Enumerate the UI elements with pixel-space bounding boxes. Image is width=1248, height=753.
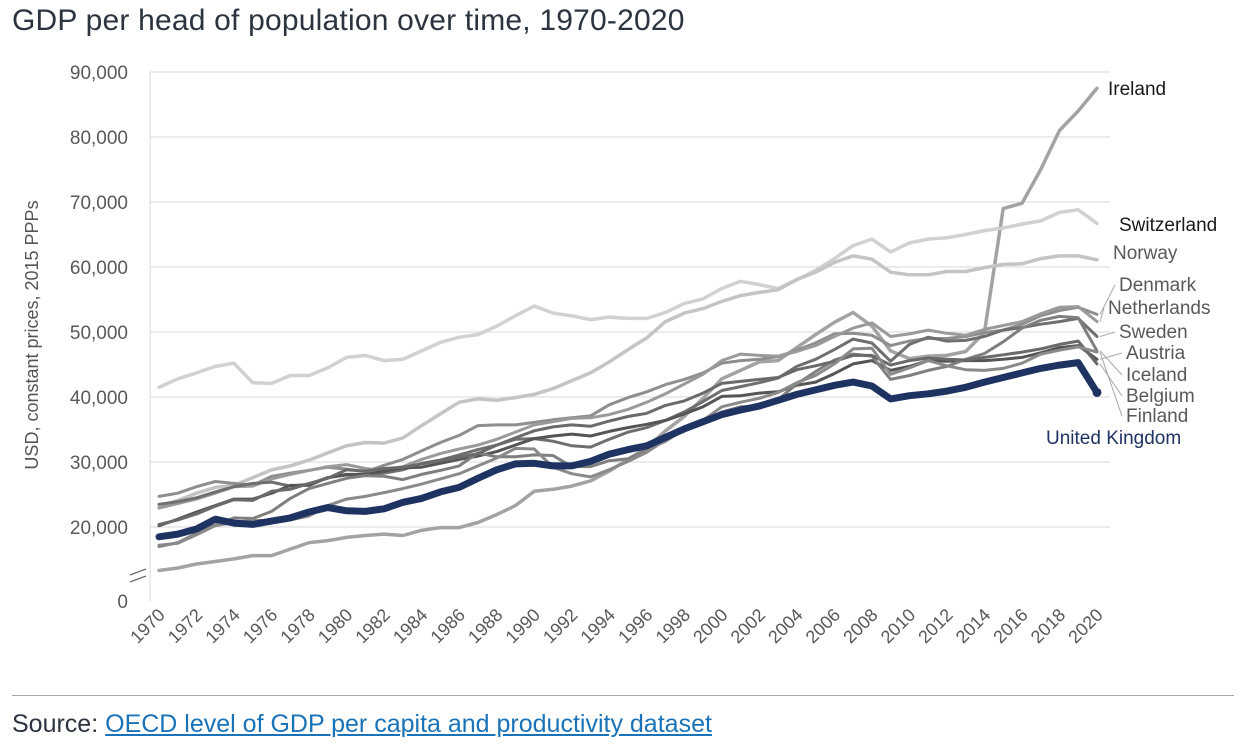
label-leader [1099,350,1123,376]
chart-title: GDP per head of population over time, 19… [12,4,685,37]
label-leader [1099,307,1105,322]
series-label-netherlands: Netherlands [1108,298,1210,319]
x-tick-label: 1986 [427,605,469,647]
x-tick-label: 1974 [201,605,243,647]
series-line-belgium [157,339,1099,526]
x-tick-label: 1996 [614,605,656,647]
axis-break-slash [129,568,147,576]
y-tick-label: 90,000 [70,63,128,84]
y-tick-label: 40,000 [70,388,128,409]
axis-break-marker [129,568,147,583]
x-tick-label: 1980 [314,605,356,647]
series-line-iceland [157,314,1099,548]
x-tick-label: 1998 [652,605,694,647]
x-tick-label: 1994 [577,605,619,647]
series-lines [155,86,1102,573]
series-line-norway [157,254,1099,509]
series-label-iceland: Iceland [1126,365,1187,386]
x-tick-label: 1978 [276,605,318,647]
x-tick-label: 1972 [164,605,206,647]
x-tick-label: 2016 [989,605,1031,647]
label-leader [1099,331,1116,338]
series-line-sweden [157,316,1099,506]
y-tick-label: 70,000 [70,193,128,214]
series-label-united-kingdom: United Kingdom [1046,428,1181,449]
x-tick-label: 2006 [802,605,844,647]
footer-divider [12,695,1234,696]
line-chart: 0 20,000 30,000 40,000 50,000 60,000 70,000 80,… [22,63,1217,647]
x-tick-label: 2012 [914,605,956,647]
series-line-switzerland [157,208,1099,390]
y-tick-label: 30,000 [70,453,128,474]
axis-break-slash [129,575,147,583]
series-label-ireland: Ireland [1108,79,1166,100]
label-leader [1099,363,1123,397]
series-label-belgium: Belgium [1126,386,1195,407]
y-axis-label: USD, constant prices, 2015 PPPs [22,200,42,469]
x-tick-label: 2002 [727,605,769,647]
series-label-finland: Finland [1126,406,1188,427]
series-label-austria: Austria [1126,343,1186,364]
x-tick-label: 2014 [952,605,994,647]
x-tick-label: 1984 [389,605,431,647]
series-label-norway: Norway [1113,243,1178,264]
x-tick-label: 1988 [464,605,506,647]
series-line-ireland [157,86,1099,573]
x-tick-label: 2010 [877,605,919,647]
x-tick-label: 1970 [126,605,168,647]
x-tick-label: 1976 [239,605,281,647]
series-label-switzerland: Switzerland [1119,215,1217,236]
x-tick-label: 2004 [764,605,806,647]
label-leader [1099,351,1123,417]
y-tick-label: 50,000 [70,323,128,344]
series-label-sweden: Sweden [1119,322,1188,343]
x-tick-label: 1992 [539,605,581,647]
y-tick-label: 80,000 [70,128,128,149]
x-tick-label: 2008 [839,605,881,647]
x-tick-label: 2020 [1064,605,1106,647]
label-leader-lines [1099,284,1123,417]
series-line-austria [157,344,1099,528]
source-note: Source: OECD level of GDP per capita and… [12,710,712,739]
x-tick-label: 2000 [689,605,731,647]
label-leader [1099,284,1116,315]
series-line-netherlands [157,305,1099,510]
series-labels: Ireland Switzerland Norway DenmarkNetherlan… [1046,79,1217,449]
x-tick-label: 1990 [502,605,544,647]
y-tick-label: 60,000 [70,258,128,279]
series-label-denmark: Denmark [1119,275,1197,296]
y-tick-label: 0 [117,592,128,613]
y-axis-ticks: 0 20,000 30,000 40,000 50,000 60,000 70,000 80,… [70,63,128,613]
x-axis-ticks: 1970197219741976197819801982198419861988… [126,605,1106,647]
source-link[interactable]: OECD level of GDP per capita and product… [105,710,712,738]
x-tick-label: 2018 [1027,605,1069,647]
label-leader [1099,352,1123,360]
y-tick-label: 20,000 [70,518,128,539]
series-line-united-kingdom [155,359,1101,541]
x-tick-label: 1982 [351,605,393,647]
source-label: Source: [12,710,99,738]
series-end-marker [1092,387,1102,397]
